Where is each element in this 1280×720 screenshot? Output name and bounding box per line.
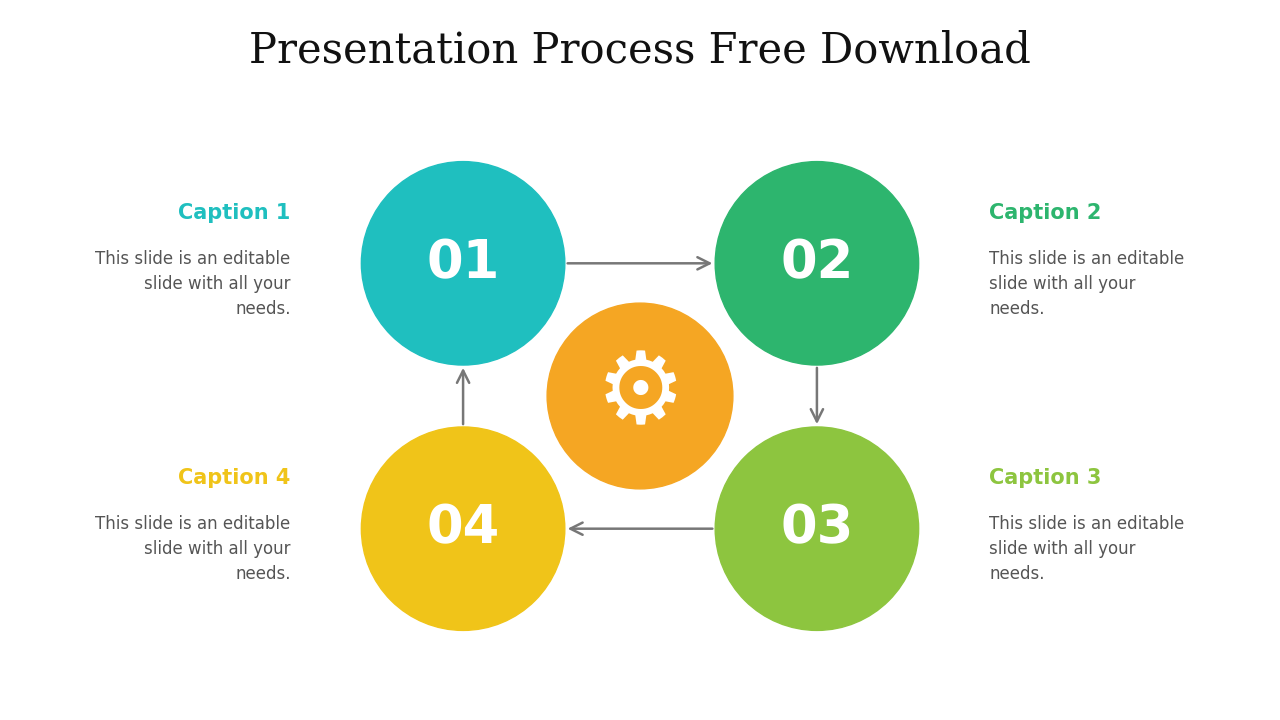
Circle shape: [716, 427, 919, 631]
Text: Caption 2: Caption 2: [989, 203, 1102, 223]
Text: This slide is an editable
slide with all your
needs.: This slide is an editable slide with all…: [989, 515, 1185, 583]
Circle shape: [547, 303, 733, 489]
Text: Presentation Process Free Download: Presentation Process Free Download: [250, 30, 1030, 71]
Circle shape: [716, 161, 919, 365]
Text: This slide is an editable
slide with all your
needs.: This slide is an editable slide with all…: [95, 515, 291, 583]
Circle shape: [361, 427, 564, 631]
Circle shape: [361, 161, 564, 365]
Text: Caption 4: Caption 4: [178, 468, 291, 488]
Text: Caption 1: Caption 1: [178, 203, 291, 223]
Text: 01: 01: [426, 238, 499, 289]
Text: 04: 04: [426, 503, 499, 554]
Text: Caption 3: Caption 3: [989, 468, 1102, 488]
Text: 03: 03: [781, 503, 854, 554]
Text: This slide is an editable
slide with all your
needs.: This slide is an editable slide with all…: [95, 250, 291, 318]
Text: ⚙: ⚙: [595, 348, 685, 444]
Text: This slide is an editable
slide with all your
needs.: This slide is an editable slide with all…: [989, 250, 1185, 318]
Text: 02: 02: [781, 238, 854, 289]
